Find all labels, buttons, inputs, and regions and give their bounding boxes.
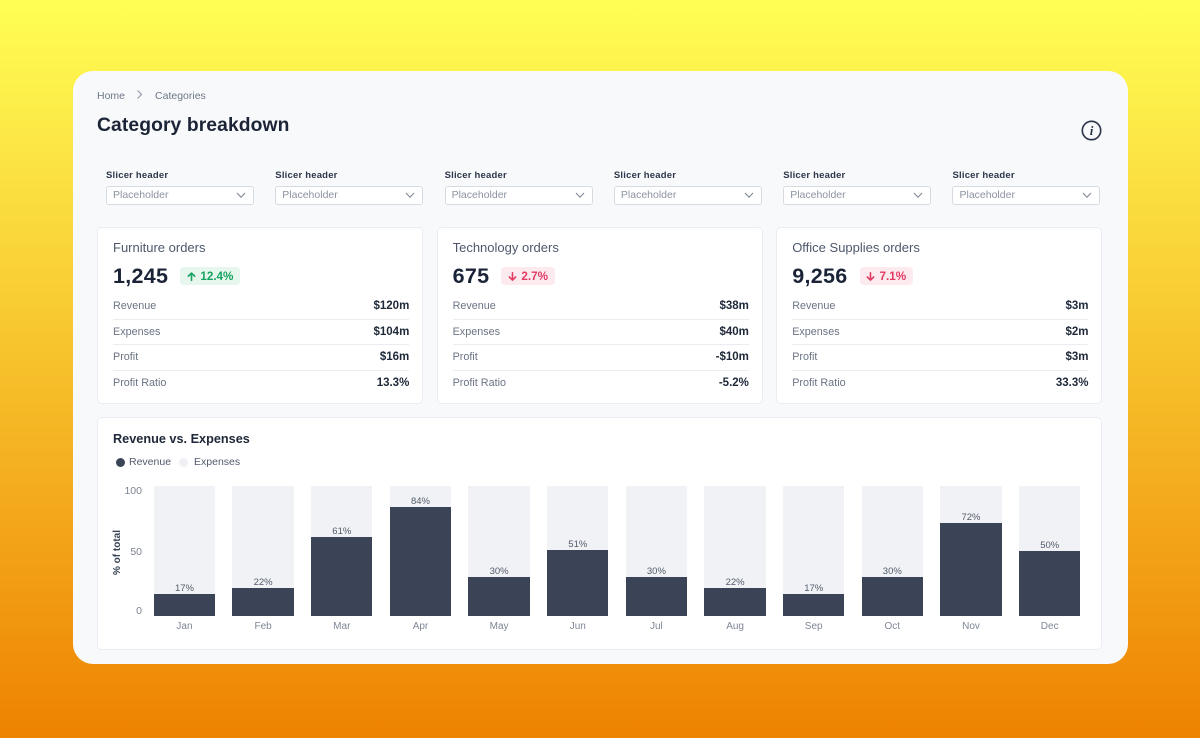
svg-text:i: i — [1090, 123, 1094, 138]
